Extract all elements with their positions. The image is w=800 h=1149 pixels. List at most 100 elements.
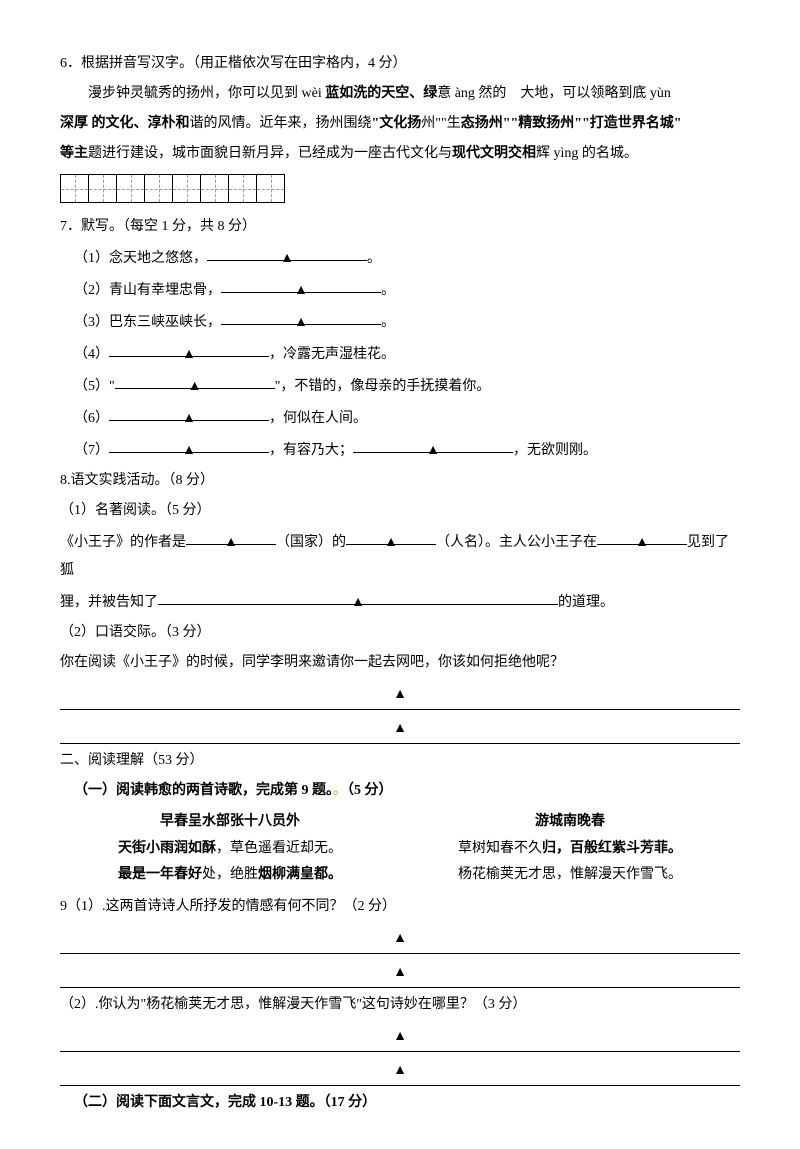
p2l1b: 归，百般红紫斗芳菲。 [542,841,682,856]
answer-line[interactable]: ▲ [60,679,740,710]
tianzi-cell[interactable] [145,175,173,203]
p1l2a: 最是一年春好 [118,867,202,882]
sec2-sub1: （一）阅读韩愈的两首诗歌，完成第 9 题。。（5 分） [60,777,740,805]
poem1-title: 早春呈水部张十八员外 [118,809,342,836]
q7-3-tail: 。 [381,315,395,330]
q7-7-blank2[interactable]: ▲ [353,435,513,453]
triangle-icon: ▲ [182,345,196,361]
orange-dot: 。 [333,783,347,798]
answer-line[interactable]: ▲ [60,1021,740,1052]
q8-p1-blank2[interactable]: ▲ [346,527,436,545]
p1l2b: 处，绝胜 [202,867,258,882]
q7-1-tail: 。 [367,251,381,266]
tianzi-cell[interactable] [257,175,285,203]
q9-1: 9（1）.这两首诗诗人所抒发的情感有何不同？（2 分） [60,893,740,921]
q6-passage-3: 等主题进行建设，城市面貌日新月异，已经成为一座古代文化与现代文明交相辉 yìng… [60,140,740,168]
q8-p1-blank3[interactable]: ▲ [597,527,687,545]
q6-t9: 态扬州""精致扬州""打造世界名城" [461,116,682,131]
tianzi-grid[interactable] [60,174,740,203]
triangle-icon: ▲ [384,533,398,549]
q8-p1-blank1[interactable]: ▲ [186,527,276,545]
q7-2-blank[interactable]: ▲ [221,275,381,293]
triangle-icon: ▲ [426,441,440,457]
q7-1-label: （1）念天地之悠悠， [74,251,207,266]
q8-part1-title: （1）名著阅读。（5 分） [60,497,740,525]
triangle-icon: ▲ [188,377,202,393]
triangle-icon: ▲ [635,533,649,549]
q7-item: （3）巴东三峡巫峡长，▲。 [60,307,740,337]
q7-7-label: （7） [74,443,109,458]
answer-line[interactable]: ▲ [60,1055,740,1086]
q8-p2-q: 你在阅读《小王子》的时候，同学李明来邀请你一起去网吧，你该如何拒绝他呢？ [60,649,740,677]
tianzi-cell[interactable] [117,175,145,203]
triangle-icon: ▲ [182,441,196,457]
poem2-l1: 草树知春不久归，百般红紫斗芳菲。 [458,836,682,863]
q8-p1b: （国家）的 [276,535,346,550]
q7-3-label: （3）巴东三峡巫峡长， [74,315,221,330]
poem1-l2: 最是一年春好处，绝胜烟柳满皇都。 [118,862,342,889]
triangle-icon: ▲ [393,929,407,945]
q7-6-blank[interactable]: ▲ [109,403,269,421]
q7-2-label: （2）青山有幸埋忠骨， [74,283,221,298]
sec2-sub1-text: （一）阅读韩愈的两首诗歌，完成第 9 题。 [74,783,333,798]
p1l2c: 烟柳满皇都。 [258,867,342,882]
p2l2a: 杨花榆荚无才思，惟解漫天作雪飞。 [458,867,682,882]
p1l1a: 天街小雨润如酥 [118,841,216,856]
p2l1a: 草树知春不久 [458,841,542,856]
p1l1b: ，草色遥看近却无。 [216,841,342,856]
triangle-icon: ▲ [393,719,407,735]
q6-t5: 深厚 的文化、淳朴和 [60,116,190,131]
q7-7-mid: ，有容乃大； [269,443,353,458]
q7-6-tail: ，何似在人间。 [269,411,367,426]
answer-line[interactable]: ▲ [60,957,740,988]
sec2-sub2: （二）阅读下面文言文，完成 10-13 题。（17 分） [60,1089,740,1117]
q9-2: （2）.你认为"杨花榆荚无才思，惟解漫天作雪飞"这句诗妙在哪里？（3 分） [60,991,740,1019]
triangle-icon: ▲ [393,963,407,979]
q8-p1c: （人名）。主人公小王子在 [436,535,597,550]
q7-4-blank[interactable]: ▲ [109,339,269,357]
poem-block: 早春呈水部张十八员外 天街小雨润如酥，草色遥看近却无。 最是一年春好处，绝胜烟柳… [60,809,740,889]
triangle-icon: ▲ [351,593,365,609]
triangle-icon: ▲ [393,685,407,701]
triangle-icon: ▲ [294,281,308,297]
q7-item: （1）念天地之悠悠，▲。 [60,243,740,273]
tianzi-cell[interactable] [173,175,201,203]
q8-p1a: 《小王子》的作者是 [60,535,186,550]
q6-t3: 意 àng 然的 大地，可以领 [437,86,604,101]
poem2: 游城南晚春 草树知春不久归，百般红紫斗芳菲。 杨花榆荚无才思，惟解漫天作雪飞。 [458,809,682,889]
q8-p1-line2: 狸，并被告知了▲的道理。 [60,587,740,617]
answer-line[interactable]: ▲ [60,713,740,744]
triangle-icon: ▲ [182,409,196,425]
answer-line[interactable]: ▲ [60,923,740,954]
q7-item: （5）"▲"，不错的，像母亲的手抚摸着你。 [60,371,740,401]
q7-4-tail: ，冷露无声湿桂花。 [269,347,395,362]
q6-t12: 现代文明交相 [452,146,536,161]
q7-5-blank[interactable]: ▲ [115,371,275,389]
poem1: 早春呈水部张十八员外 天街小雨润如酥，草色遥看近却无。 最是一年春好处，绝胜烟柳… [118,809,342,889]
q7-item: （4）▲，冷露无声湿桂花。 [60,339,740,369]
triangle-icon: ▲ [280,249,294,265]
q7-3-blank[interactable]: ▲ [221,307,381,325]
q8-p1e: 狸，并被告知了 [60,595,158,610]
tianzi-cell[interactable] [229,175,257,203]
q7-item: （7）▲，有容乃大；▲，无欲则刚。 [60,435,740,465]
q6-prompt: 6．根据拼音写汉字。（用正楷依次写在田字格内，4 分） [60,50,740,78]
q8-title: 8.语文实践活动。（8 分） [60,467,740,495]
q8-p1f: 的道理。 [558,595,614,610]
poem1-title-text: 早春呈水部张十八员外 [160,814,300,829]
q7-item: （6）▲，何似在人间。 [60,403,740,433]
triangle-icon: ▲ [393,1027,407,1043]
tianzi-cell[interactable] [89,175,117,203]
q6-t6: 谐的风情。近年来，扬州围绕 [190,116,372,131]
q7-1-blank[interactable]: ▲ [207,243,367,261]
triangle-icon: ▲ [294,313,308,329]
sec2-sub1-tail: （5 分） [347,783,393,798]
sec2-title: 二、阅读理解（53 分） [60,747,740,775]
poem1-l1: 天街小雨润如酥，草色遥看近却无。 [118,836,342,863]
q8-p1-blank4[interactable]: ▲ [158,587,558,605]
q7-7-blank1[interactable]: ▲ [109,435,269,453]
q6-t4: 略到底 yùn [604,86,671,101]
q7-item: （2）青山有幸埋忠骨，▲。 [60,275,740,305]
tianzi-cell[interactable] [201,175,229,203]
tianzi-cell[interactable] [61,175,89,203]
